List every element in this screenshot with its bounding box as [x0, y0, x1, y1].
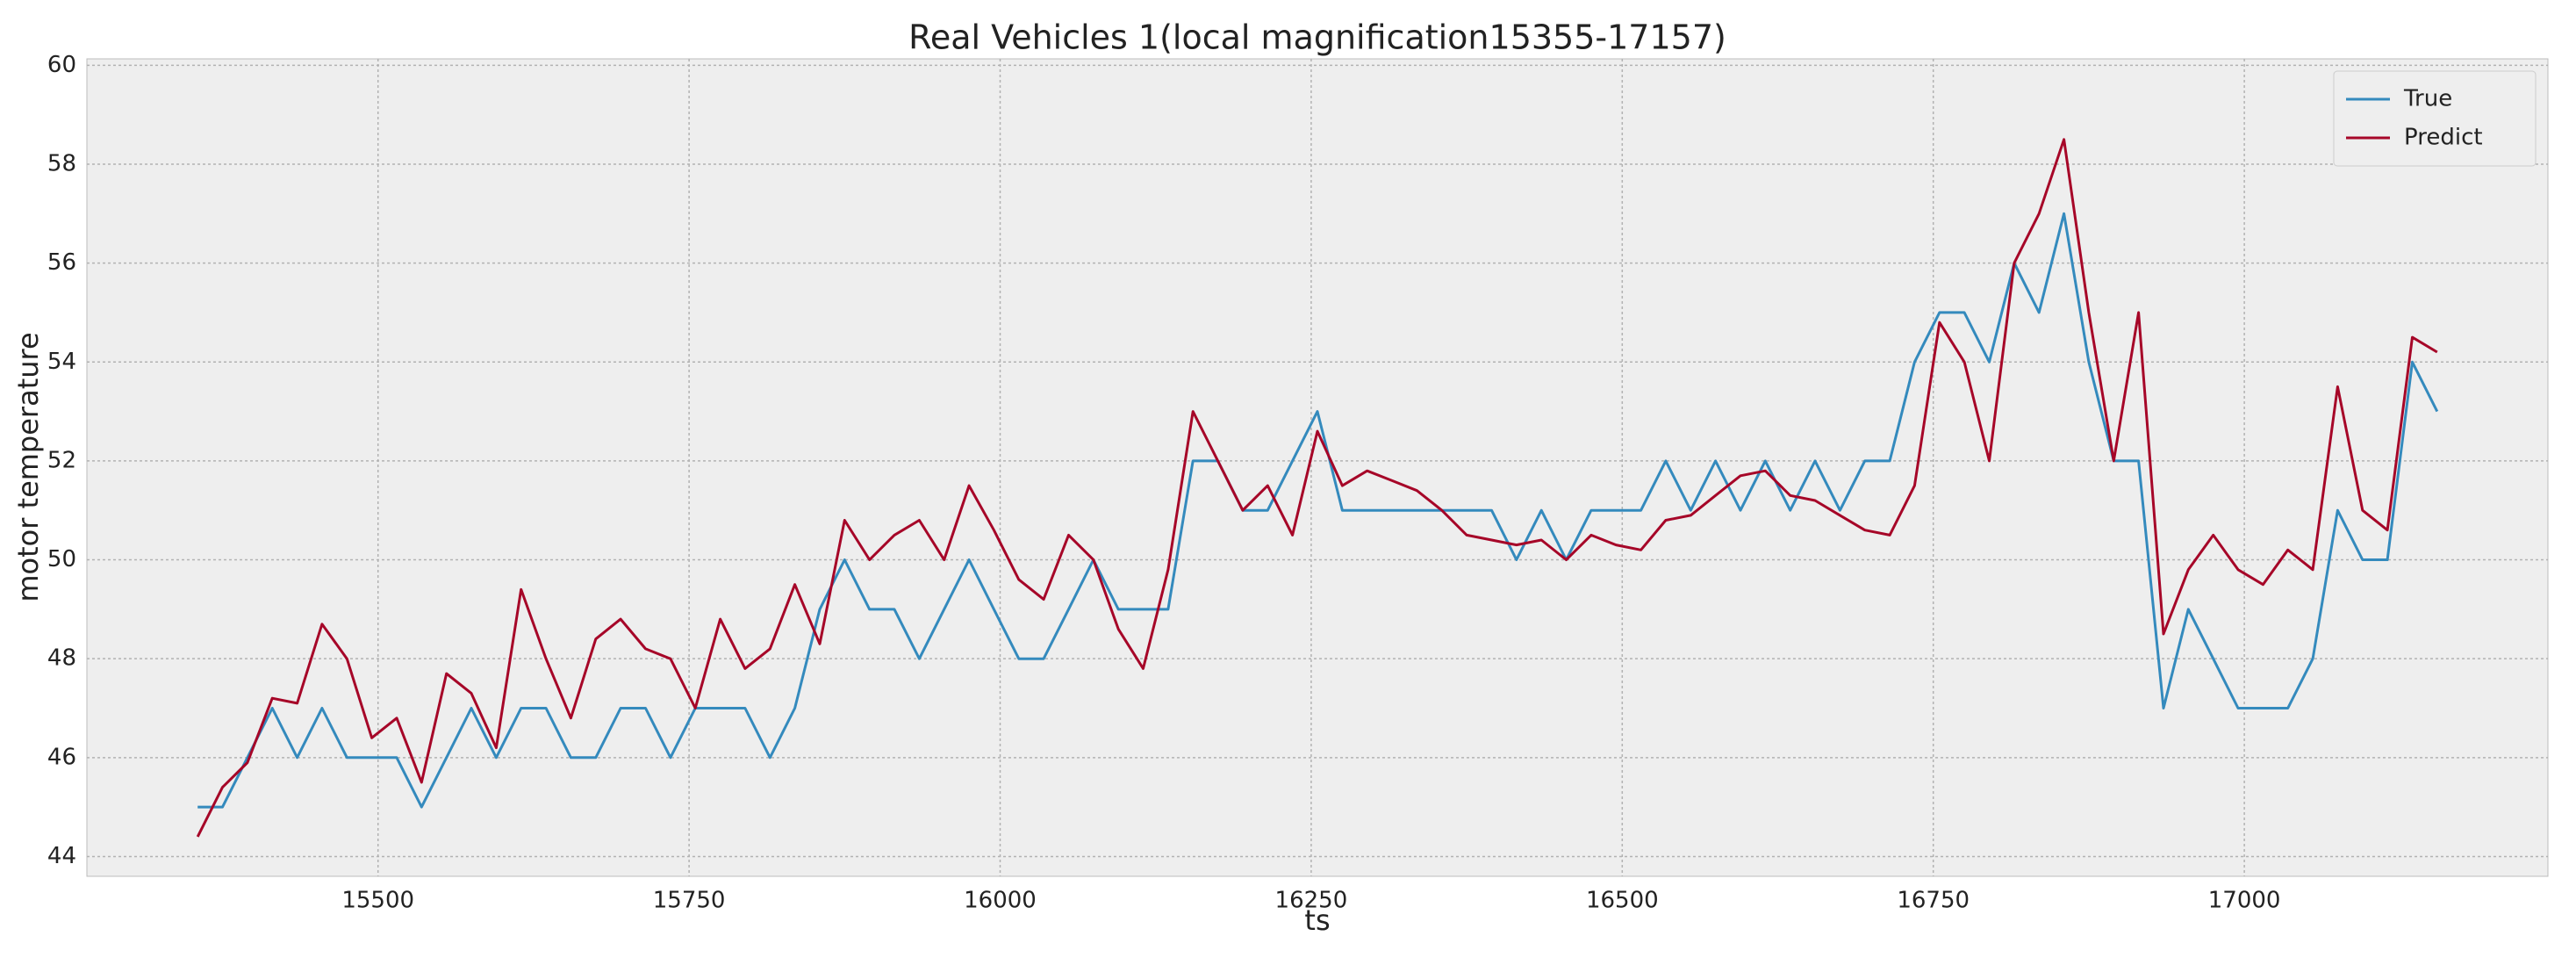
x-tick-label: 15500 [341, 888, 414, 914]
series-line [197, 212, 2439, 809]
x-tick-label: 15750 [653, 888, 726, 914]
y-tick-label: 50 [47, 546, 76, 573]
y-tick-label: 52 [47, 447, 76, 473]
x-tick-label: 17000 [2208, 888, 2281, 914]
y-tick-label: 46 [47, 744, 76, 770]
y-tick-label: 58 [47, 150, 76, 176]
chart-title: Real Vehicles 1(local magnification15355… [908, 18, 1726, 57]
y-axis-label: motor temperature [11, 332, 45, 601]
x-tick-label: 16000 [964, 888, 1037, 914]
y-tick-label: 56 [47, 249, 76, 276]
legend-label: True [2403, 86, 2452, 112]
x-axis-label: ts [1304, 904, 1330, 937]
legend: True Predict [2333, 70, 2537, 167]
x-tick-label: 16250 [1275, 888, 1348, 914]
y-tick-label: 54 [47, 349, 76, 375]
x-tick-label: 16750 [1897, 888, 1970, 914]
y-tick-label: 44 [47, 843, 76, 869]
plot-area [86, 58, 2549, 877]
series-line [196, 138, 2438, 838]
x-tick-label: 16500 [1586, 888, 1659, 914]
legend-box [2333, 70, 2537, 167]
y-tick-label: 60 [47, 52, 76, 78]
legend-label: Predict [2404, 125, 2483, 151]
y-tick-label: 48 [47, 645, 76, 672]
